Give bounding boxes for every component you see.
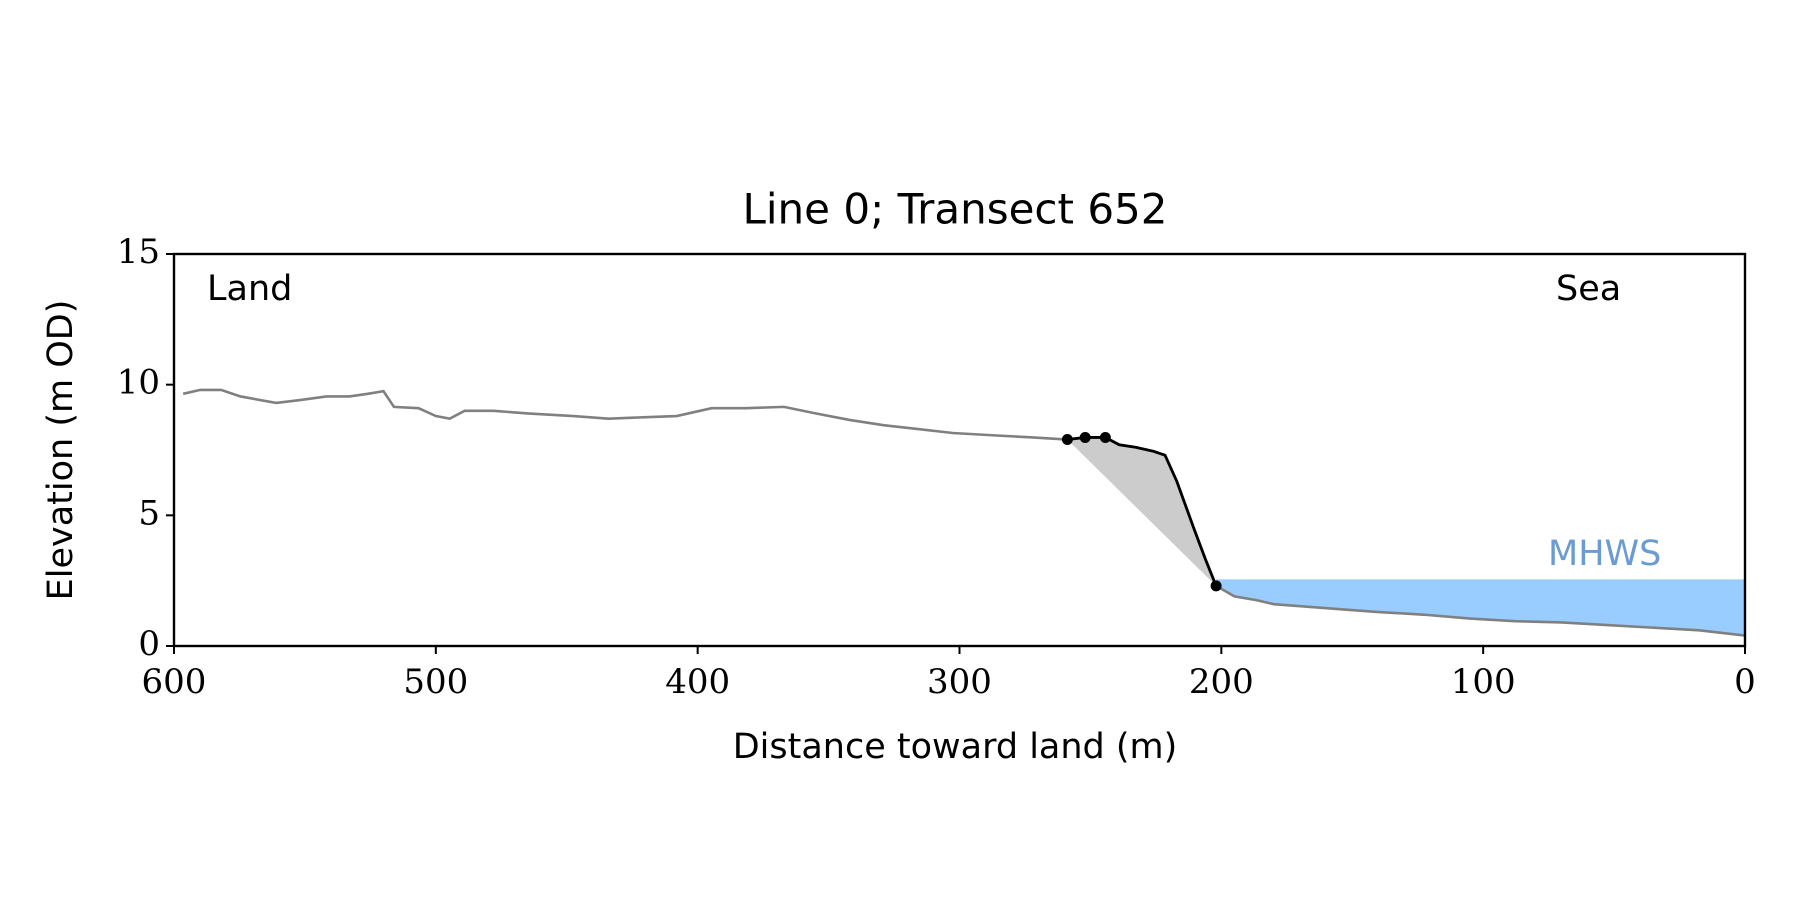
x-tick-label: 200 (1189, 662, 1254, 702)
cliff-point (1210, 580, 1222, 592)
y-tick-label: 10 (117, 363, 160, 403)
cliff-point (1061, 434, 1073, 446)
y-axis-label: Elevation (m OD) (41, 300, 81, 601)
x-tick-label: 400 (665, 662, 730, 702)
mhws-area (1216, 579, 1745, 636)
mhws-label: MHWS (1548, 534, 1661, 574)
x-tick-label: 500 (403, 662, 468, 702)
profile-line (182, 388, 1746, 637)
y-tick-label: 15 (117, 232, 160, 272)
x-tick-label: 0 (1734, 662, 1756, 702)
x-tick-label: 100 (1451, 662, 1516, 702)
x-axis-label: Distance toward land (m) (733, 727, 1178, 767)
y-tick-label: 0 (138, 624, 160, 664)
x-tick-label: 300 (927, 662, 992, 702)
annotation: Sea (1556, 269, 1621, 309)
cliff-area (1067, 437, 1217, 586)
annotation: Land (207, 269, 292, 309)
cliff-point (1099, 431, 1111, 443)
cliff-point (1079, 431, 1091, 443)
y-tick-label: 5 (138, 493, 160, 533)
chart-title: Line 0; Transect 652 (742, 185, 1167, 234)
x-tick-label: 600 (142, 662, 207, 702)
cliff-line (1067, 436, 1218, 587)
